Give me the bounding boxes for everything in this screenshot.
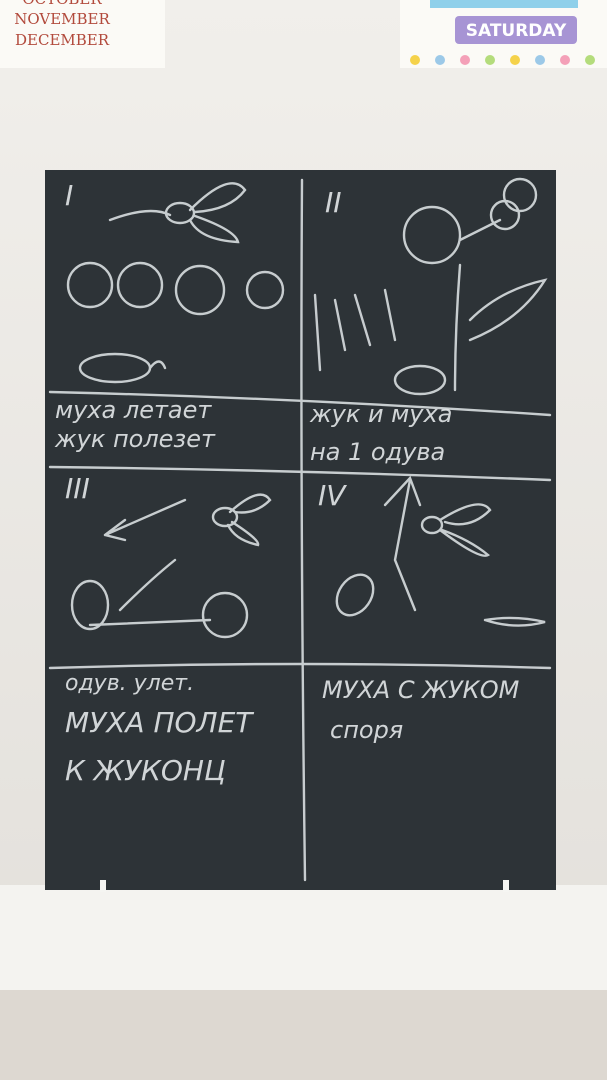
drawing-flower [313,177,548,396]
month: NOVEMBER [14,10,110,28]
panel-numeral: III [65,472,90,505]
caption: на 1 одува [310,438,445,466]
dots [410,55,595,65]
caption: К ЖУКОНЦ [65,754,226,787]
caption: муха летает [55,396,212,424]
month: OCTOBER [22,0,102,8]
floor-wall [0,990,607,1080]
caption: споря [330,716,403,744]
panel-numeral: II [325,186,342,219]
drawing-fly-1 [66,182,285,384]
caption: одув. улет. [65,671,194,696]
drawing-panel-4 [335,475,546,627]
caption: МУХА С ЖУКОМ [322,676,520,704]
panel-numeral: I [65,179,73,212]
panel-numeral: IV [318,479,347,512]
month: DECEMBER [15,31,110,49]
grid-lines [48,178,552,882]
day-label [455,16,577,44]
day-text: SATURDAY [466,21,567,41]
board-clip [503,880,509,892]
calendar-card [0,0,165,68]
caption: жук и муха [309,400,452,428]
shelf [0,885,607,995]
caption: жук полезет [54,425,216,453]
drawing-panel-3 [70,493,272,639]
caption: МУХА ПОЛЕТ [65,706,254,739]
day-band [430,0,578,8]
board-clip [100,880,106,892]
